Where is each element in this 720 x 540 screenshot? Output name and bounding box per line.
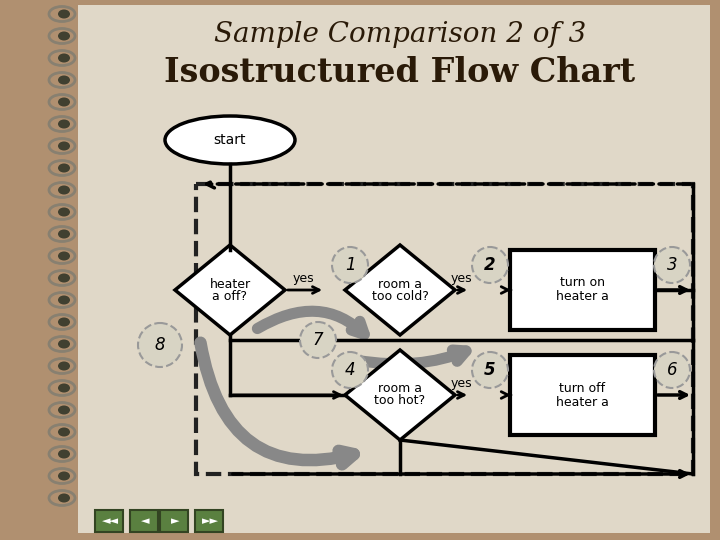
Ellipse shape: [58, 383, 70, 393]
Ellipse shape: [58, 141, 70, 151]
Bar: [510, 250, 655, 330]
FancyArrowPatch shape: [257, 311, 364, 334]
Text: turn off: turn off: [559, 381, 606, 395]
Ellipse shape: [58, 406, 70, 415]
Circle shape: [654, 247, 690, 283]
Ellipse shape: [58, 31, 70, 40]
Circle shape: [472, 352, 508, 388]
Ellipse shape: [58, 428, 70, 436]
Text: 4: 4: [345, 361, 355, 379]
FancyArrowPatch shape: [200, 343, 354, 464]
Text: 7: 7: [312, 331, 323, 349]
Text: heater a: heater a: [556, 395, 609, 408]
Ellipse shape: [58, 471, 70, 481]
Bar: [95, 510, 123, 532]
Text: Isostructured Flow Chart: Isostructured Flow Chart: [164, 56, 636, 89]
Text: too cold?: too cold?: [372, 289, 428, 302]
Text: too hot?: too hot?: [374, 395, 426, 408]
Text: heater a: heater a: [556, 291, 609, 303]
Circle shape: [332, 352, 368, 388]
Ellipse shape: [58, 10, 70, 18]
Text: 8: 8: [155, 336, 166, 354]
Polygon shape: [345, 350, 455, 440]
Ellipse shape: [58, 186, 70, 194]
Text: 6: 6: [667, 361, 678, 379]
Ellipse shape: [58, 361, 70, 370]
Ellipse shape: [58, 449, 70, 458]
Text: ◄: ◄: [140, 516, 149, 526]
Ellipse shape: [58, 494, 70, 503]
Circle shape: [472, 247, 508, 283]
Text: room a: room a: [378, 278, 422, 291]
Ellipse shape: [58, 119, 70, 129]
Circle shape: [138, 323, 182, 367]
Bar: [196, 184, 693, 474]
Circle shape: [332, 247, 368, 283]
Circle shape: [300, 322, 336, 358]
Ellipse shape: [58, 164, 70, 172]
Text: heater: heater: [210, 278, 251, 291]
Text: ►: ►: [171, 516, 179, 526]
Text: start: start: [214, 133, 246, 147]
Ellipse shape: [58, 207, 70, 217]
Bar: [130, 510, 158, 532]
FancyArrowPatch shape: [358, 350, 466, 364]
Circle shape: [654, 352, 690, 388]
Bar: [78, 5, 710, 533]
Ellipse shape: [58, 318, 70, 327]
Bar: [510, 355, 655, 435]
Ellipse shape: [58, 98, 70, 106]
Ellipse shape: [58, 53, 70, 63]
Ellipse shape: [58, 76, 70, 84]
Bar: [195, 510, 223, 532]
Ellipse shape: [58, 340, 70, 348]
Text: 3: 3: [667, 256, 678, 274]
Ellipse shape: [58, 295, 70, 305]
Ellipse shape: [58, 273, 70, 282]
Ellipse shape: [58, 230, 70, 239]
Text: a off?: a off?: [212, 289, 248, 302]
Text: ◄◄: ◄◄: [102, 516, 119, 526]
Text: 1: 1: [345, 256, 355, 274]
Ellipse shape: [165, 116, 295, 164]
Text: 2: 2: [484, 256, 496, 274]
Text: Sample Comparison 2 of 3: Sample Comparison 2 of 3: [214, 22, 586, 49]
Text: 5: 5: [484, 361, 496, 379]
Ellipse shape: [58, 252, 70, 260]
Polygon shape: [345, 245, 455, 335]
Polygon shape: [175, 245, 285, 335]
Text: room a: room a: [378, 382, 422, 395]
Text: ►►: ►►: [202, 516, 218, 526]
Text: yes: yes: [292, 272, 314, 285]
Text: yes: yes: [450, 377, 472, 390]
Text: turn on: turn on: [560, 276, 605, 289]
Text: yes: yes: [450, 272, 472, 285]
Bar: [160, 510, 188, 532]
